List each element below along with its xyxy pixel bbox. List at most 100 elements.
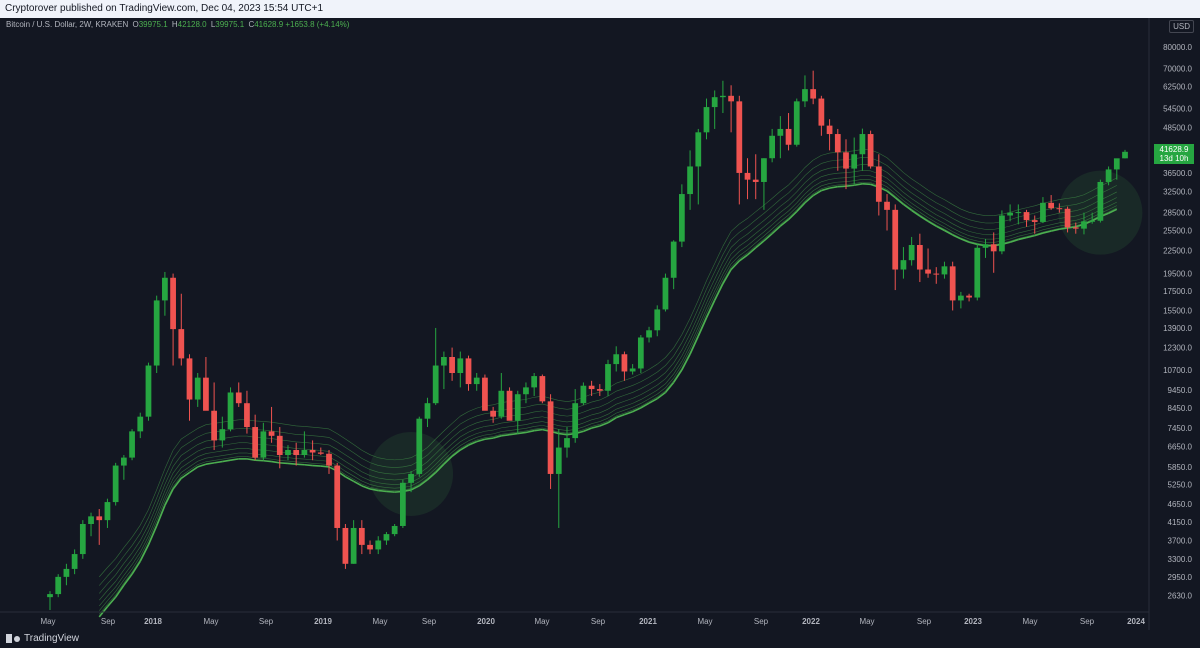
ribbon-segment [607, 390, 617, 397]
symbol-name[interactable]: Bitcoin / U.S. Dollar, 2W, KRAKEN [6, 20, 129, 29]
ribbon-segment [205, 456, 215, 459]
ribbon-segment [468, 428, 477, 433]
ribbon-segment [821, 187, 830, 192]
currency-button[interactable]: USD [1169, 20, 1194, 33]
ribbon-segment [172, 447, 182, 459]
ribbon-segment [106, 596, 117, 608]
ribbon-segment [197, 424, 207, 429]
ribbon-segment [788, 209, 797, 219]
ribbon-segment [936, 218, 945, 224]
candle-body [1007, 212, 1013, 216]
ribbon-segment [451, 415, 461, 424]
ribbon-segment [583, 423, 592, 428]
ribbon-segment [804, 190, 814, 199]
ribbon-segment [1059, 198, 1068, 200]
candle-body [654, 309, 661, 331]
ribbon-segment [107, 574, 116, 585]
ribbon-segment [205, 462, 215, 465]
ribbon-segment [813, 188, 822, 194]
candle-body [449, 356, 455, 373]
ribbon-segment [829, 159, 838, 162]
ribbon-segment [632, 407, 642, 413]
ribbon-segment [657, 390, 666, 398]
ribbon-segment [312, 459, 321, 461]
ribbon-segment [443, 454, 453, 463]
tradingview-logo[interactable]: TradingView [6, 633, 79, 644]
ribbon-segment [147, 525, 158, 546]
ribbon-segment [287, 432, 297, 435]
candle-body [596, 389, 603, 391]
ribbon-segment [517, 431, 527, 435]
candle-body [916, 245, 923, 270]
time-axis: May Sep 2018 May Sep 2019 May Sep 2020 May Sep 2021… [0, 611, 1149, 626]
ribbon-segment [525, 428, 535, 432]
price-tick-label: 80000.0 [1163, 43, 1192, 52]
candlestick-chart[interactable]: 80000.0 70000.0 62500.0 54500.0 48500.0 36500… [0, 18, 1200, 630]
ribbon-segment [1083, 213, 1093, 219]
ribbon-segment [944, 229, 953, 235]
ribbon-segment [952, 234, 962, 240]
ribbon-segment [936, 222, 945, 228]
ribbon-segment [804, 181, 814, 190]
ribbon-segment [131, 560, 141, 575]
ribbon-segment [673, 355, 683, 370]
ribbon-segment [747, 219, 756, 227]
publisher-header: Cryptorover published on TradingView.com… [0, 0, 1200, 18]
ribbon-segment [443, 455, 453, 465]
ribbon-segment [378, 486, 387, 488]
price-tick-label: 19500.0 [1163, 270, 1192, 279]
ribbon-segment [296, 425, 305, 427]
ribbon-segment [451, 449, 461, 457]
last-price-value: 41628.9 [1159, 144, 1189, 154]
ribbon-segment [927, 197, 937, 204]
ribbon-segment [419, 471, 428, 479]
ribbon-segment [977, 240, 986, 243]
ribbon-segment [903, 179, 912, 187]
ribbon-segment [99, 595, 108, 607]
ribbon-segment [550, 398, 559, 401]
ribbon-segment [813, 181, 822, 187]
ribbon-segment [788, 206, 797, 216]
ribbon-segment [140, 509, 149, 526]
ribbon-segment [755, 240, 765, 249]
logo-text: TradingView [24, 633, 80, 644]
ribbon-segment [1026, 232, 1035, 235]
ribbon-segment [517, 428, 526, 430]
ribbon-segment [903, 186, 912, 194]
ribbon-segment [534, 403, 543, 406]
ribbon-segment [722, 263, 732, 279]
ribbon-segment [936, 214, 945, 220]
candle-body [153, 300, 160, 366]
ribbon-segment [460, 431, 469, 438]
ribbon-segment [722, 247, 732, 263]
high-label: H [171, 20, 178, 29]
ribbon-segment [624, 385, 633, 389]
ribbon-segment [246, 456, 256, 459]
ribbon-segment [960, 238, 970, 244]
ribbon-segment [591, 412, 600, 416]
ribbon-segment [911, 202, 921, 210]
ribbon-segment [648, 371, 658, 378]
ribbon-segment [451, 430, 461, 439]
ribbon-segment [534, 427, 543, 430]
time-tick-label: May [697, 617, 712, 626]
candle-body [802, 89, 808, 102]
ribbon-segment [287, 462, 297, 466]
ribbon-segment [697, 317, 708, 337]
ribbon-segment [624, 406, 633, 411]
ribbon-segment [361, 458, 371, 463]
ribbon-segment [1009, 238, 1019, 244]
candle-body [301, 450, 308, 456]
ribbon-segment [730, 232, 740, 241]
last-price-badge: 41628.9 13d 10h [1154, 143, 1194, 164]
ribbon-segment [812, 189, 822, 197]
ribbon-segment [780, 214, 789, 222]
ribbon-segment [1026, 205, 1035, 209]
time-tick-label: May [372, 617, 387, 626]
candle-body [1105, 169, 1112, 182]
ribbon-segment [755, 231, 765, 239]
low-label: L [210, 20, 216, 29]
ribbon-segment [369, 488, 379, 492]
ribbon-segment [222, 449, 231, 452]
ribbon-segment [419, 478, 428, 485]
